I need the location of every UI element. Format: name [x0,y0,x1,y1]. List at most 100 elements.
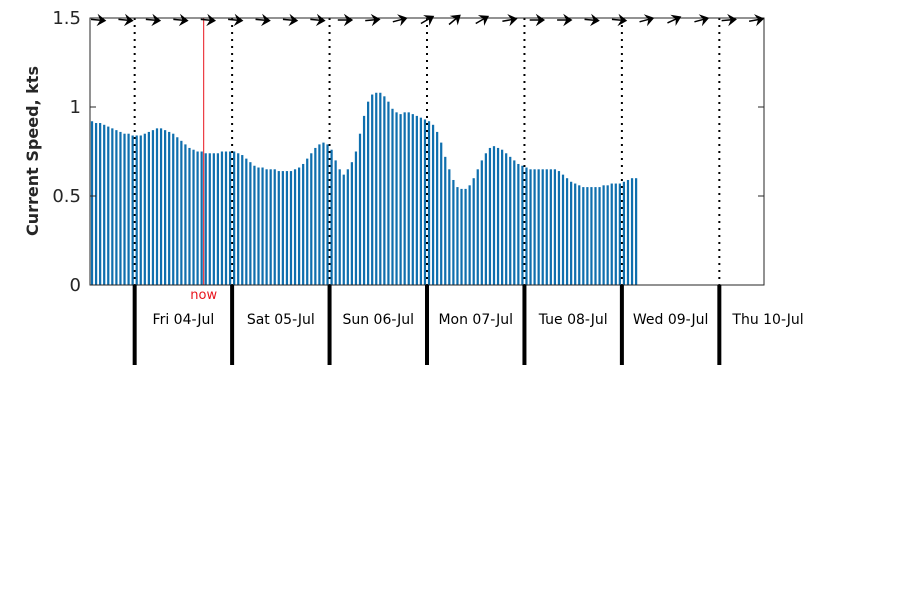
speed-bar [208,153,211,285]
speed-bar [387,101,390,285]
speed-bar [249,162,252,285]
speed-bar [574,183,577,285]
speed-bar [257,167,260,285]
speed-bar [135,135,138,285]
speed-bar [383,96,386,285]
speed-bar [553,169,557,285]
speed-bar [452,179,455,285]
arrow-shape [721,13,737,27]
speed-bar [90,121,94,286]
direction-arrows [90,13,765,27]
arrow-shape [584,13,600,27]
y-tick-label: 1 [70,97,81,118]
bars-layer [90,92,638,286]
arrow-shape [282,13,299,27]
speed-bar [411,114,414,286]
arrow-shape [337,13,354,27]
direction-arrow [584,13,600,27]
y-axis-label: Current Speed, kts [23,66,42,236]
speed-bar [472,178,475,285]
speed-bar [119,131,122,285]
direction-arrow [748,14,765,27]
speed-bar [212,153,215,285]
speed-bar [188,147,191,285]
arrow-shape [557,13,573,27]
direction-arrow [282,13,299,27]
direction-arrow [448,14,461,26]
arrow-shape [420,15,435,26]
speed-bar [277,171,280,285]
speed-bar [610,183,613,285]
day-axis: Fri 04-Jul Sat 05-Jul Sun 06-Jul Mon 07-Jul… [132,285,804,365]
speed-bar [456,187,459,285]
speed-bar [598,187,601,285]
now-label: now [190,288,217,303]
speed-bar [172,133,175,285]
speed-bar [436,131,439,285]
speed-bar [94,123,98,286]
speed-bar [501,149,504,285]
speed-bar [253,165,256,285]
arrow-shape [502,14,518,27]
speed-bar [541,169,544,285]
speed-bar [334,160,337,285]
speed-bar [407,112,410,285]
speed-bar [293,169,297,285]
speed-bar [115,130,118,285]
speed-bar [200,151,203,285]
speed-bar [427,121,431,286]
speed-bar [533,169,536,285]
y-tick-label: 0 [70,275,81,296]
speed-bar [634,178,638,285]
speed-bar [346,169,349,285]
direction-arrow [365,13,381,27]
speed-bar [143,133,146,285]
speed-bar [379,92,382,285]
speed-bar [164,130,167,285]
speed-bar [216,153,220,285]
speed-bar [314,147,317,285]
direction-arrow [557,13,573,27]
arrow-shape [200,13,217,27]
speed-bar [496,147,500,285]
direction-arrow [337,13,354,27]
speed-bar [537,169,540,285]
day-label: Sun 06-Jul [342,312,414,328]
speed-bar [399,114,402,286]
speed-bar [180,140,183,285]
direction-arrow [694,14,710,27]
speed-bar [224,151,228,285]
speed-bar [403,112,406,285]
speed-bar [318,144,321,285]
speed-bar [561,174,565,285]
speed-bar [192,149,195,285]
speed-bar [618,183,621,285]
speed-bar [326,144,329,285]
speed-bar [273,169,276,285]
speed-bar [484,153,487,285]
speed-bar [302,163,305,285]
speed-bar [281,171,284,285]
direction-arrow [118,13,134,27]
arrow-shape [173,13,189,27]
speed-bar [285,171,289,285]
speed-bar [204,153,207,285]
speed-bar [582,187,585,285]
speed-bar [289,171,293,285]
speed-bar [131,135,134,285]
speed-bar [525,167,528,285]
speed-bar [350,162,353,285]
speed-bar [521,165,524,285]
direction-arrow [420,15,435,26]
arrow-shape [667,14,682,27]
arrow-shape [145,13,162,27]
direction-arrow [475,15,490,26]
arrow-shape [748,14,765,27]
speed-bar [492,146,496,285]
y-tick-labels: 0 0.5 1 1.5 [52,8,81,296]
speed-bar [423,119,427,286]
speed-bar [111,128,114,285]
arrow-shape [611,13,628,27]
speed-bar [237,153,240,285]
arrow-shape [90,13,107,27]
